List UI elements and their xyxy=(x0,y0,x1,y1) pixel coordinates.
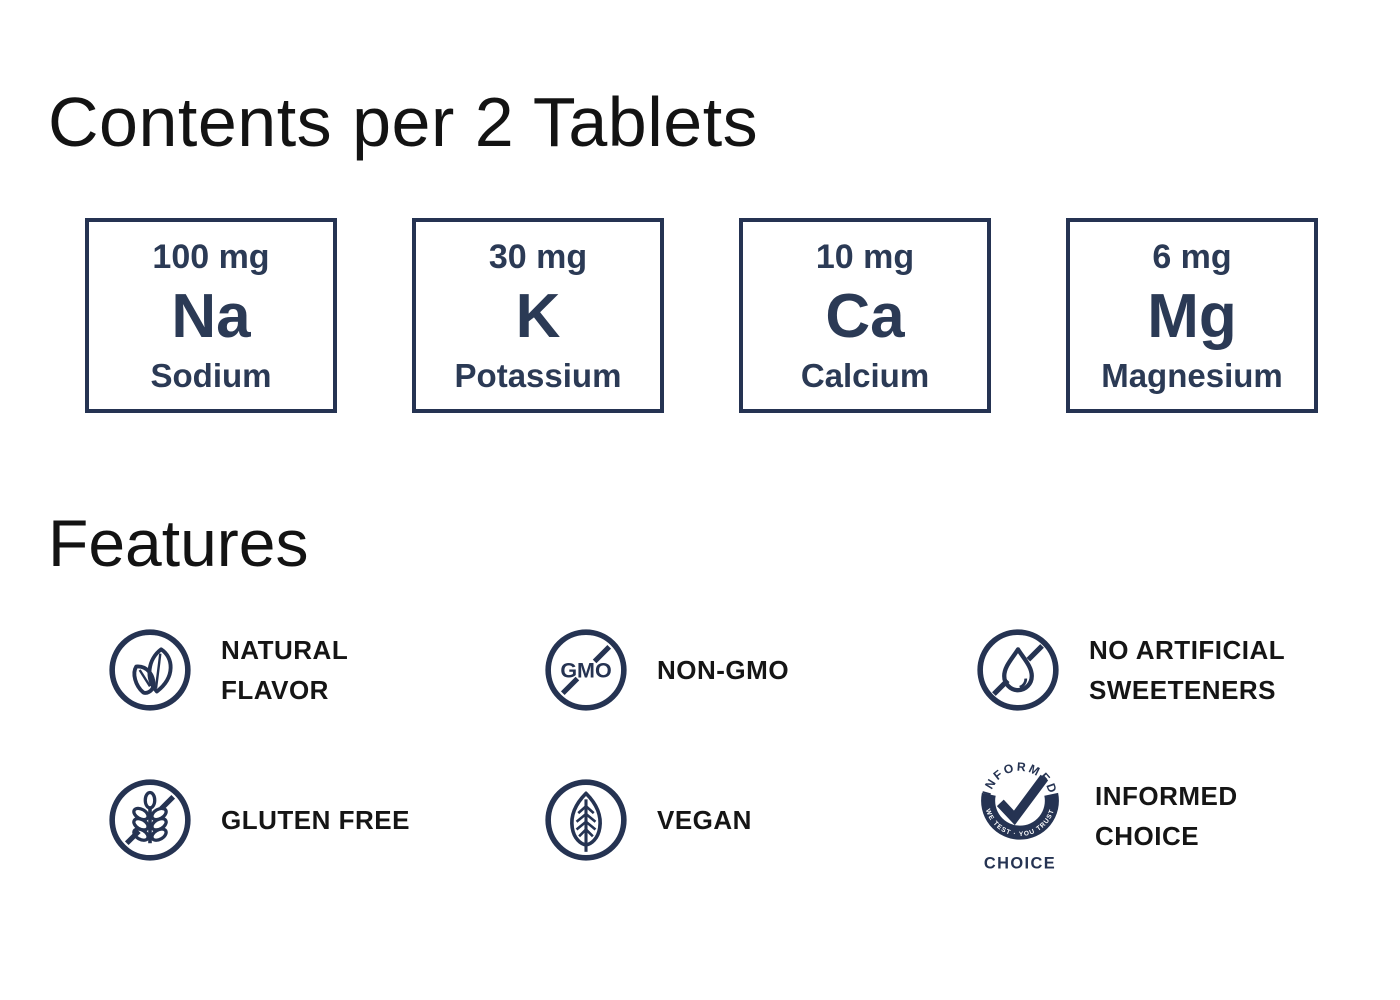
element-name: Sodium xyxy=(150,357,272,394)
badge-choice-text: CHOICE xyxy=(984,855,1056,873)
gluten-free-icon xyxy=(109,779,191,861)
feature-natural-flavor: NATURAL FLAVOR xyxy=(107,627,348,713)
informed-choice-badge: INFORMED WE TEST · YOU TRUST CHOICE xyxy=(980,760,1061,873)
leaves-icon xyxy=(109,629,191,711)
element-amount: 6 mg xyxy=(1152,238,1232,276)
element-amount: 30 mg xyxy=(488,238,588,276)
features-title: Features xyxy=(48,506,309,580)
element-box-magnesium: 6 mg Mg Magnesium xyxy=(1066,218,1318,413)
element-name: Magnesium xyxy=(1101,357,1283,394)
element-name: Potassium xyxy=(454,357,622,394)
feature-label-line: NATURAL xyxy=(221,635,349,665)
feature-label-line: CHOICE xyxy=(1095,821,1200,851)
feature-label: NO ARTIFICIAL SWEETENERS xyxy=(1089,630,1285,710)
no-sweetener-icon xyxy=(977,629,1059,711)
element-symbol: K xyxy=(515,282,561,351)
feature-label: INFORMED CHOICE xyxy=(1095,776,1238,856)
element-box-potassium: 30 mg K Potassium xyxy=(412,218,664,413)
gmo-text: GMO xyxy=(560,659,611,683)
element-symbol: Mg xyxy=(1147,282,1237,351)
element-amount: 10 mg xyxy=(815,238,915,276)
feature-label-line: VEGAN xyxy=(657,805,752,835)
feature-label-line: INFORMED xyxy=(1095,781,1238,811)
badge-arc-top-text: INFORMED xyxy=(980,760,1061,797)
no-gmo-icon: GMO xyxy=(545,629,627,711)
feature-label: GLUTEN FREE xyxy=(221,800,410,840)
badge-bottom-band xyxy=(981,792,1059,840)
feature-gluten-free: GLUTEN FREE xyxy=(107,777,410,863)
feature-no-artificial-sweeteners: NO ARTIFICIAL SWEETENERS xyxy=(975,627,1285,713)
feature-label-line: NON-GMO xyxy=(657,655,790,685)
vegan-leaf-icon xyxy=(545,779,627,861)
element-boxes-row: 100 mg Na Sodium 30 mg K Potassium 10 mg… xyxy=(85,218,1318,413)
element-box-calcium: 10 mg Ca Calcium xyxy=(739,218,991,413)
feature-label: VEGAN xyxy=(657,800,752,840)
badge-checkmark xyxy=(996,774,1049,826)
feature-non-gmo: GMO NON-GMO xyxy=(543,627,789,713)
element-box-sodium: 100 mg Na Sodium xyxy=(85,218,337,413)
element-amount: 100 mg xyxy=(152,238,270,276)
feature-label: NATURAL FLAVOR xyxy=(221,630,348,710)
feature-vegan: VEGAN xyxy=(543,777,752,863)
feature-label: NON-GMO xyxy=(657,650,789,690)
feature-informed-choice: INFORMED WE TEST · YOU TRUST CHOICE INFO… xyxy=(973,756,1238,876)
feature-label-line: NO ARTIFICIAL xyxy=(1089,635,1286,665)
feature-label-line: SWEETENERS xyxy=(1089,675,1277,705)
element-name: Calcium xyxy=(800,357,930,394)
element-symbol: Na xyxy=(171,282,251,351)
element-symbol: Ca xyxy=(825,282,905,351)
feature-label-line: FLAVOR xyxy=(221,675,329,705)
contents-title: Contents per 2 Tablets xyxy=(48,83,759,161)
feature-label-line: GLUTEN FREE xyxy=(221,805,410,835)
